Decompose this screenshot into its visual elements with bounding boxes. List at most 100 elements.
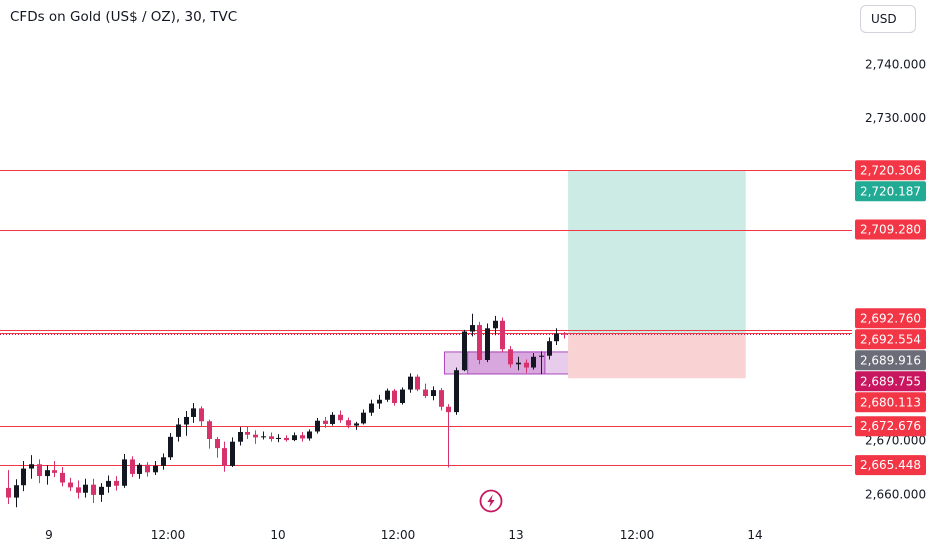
y-axis-tick: 2,740.000 [865,57,926,71]
candle [500,317,505,353]
candle-body [531,356,536,368]
price-labels: 2,720.306 2,720.187 2,709.280 2,692.760 2,69… [855,160,926,476]
price-label-text: 2,689.916 [860,353,921,367]
candle-body [508,349,513,365]
symbol-title[interactable]: CFDs on Gold (US$ / OZ), 30, TVC [10,9,238,25]
candle-body [52,470,57,473]
candle-body [106,480,111,487]
candle [284,435,289,442]
candle-body [300,435,305,439]
candle [400,387,405,405]
candle-body [245,432,250,435]
candle [168,433,173,460]
candle [485,323,490,363]
candle-body [91,484,96,495]
price-label-text: 2,689.755 [860,374,921,388]
candle [60,466,65,487]
price-label: 2,692.760 [855,308,926,329]
candle [323,416,328,428]
candle [477,321,482,365]
drawing-layer [443,170,746,379]
candle [199,406,204,427]
candle-body [554,333,559,342]
candle-body [323,420,328,424]
candle-body [500,320,505,350]
price-label: 2,692.554 [855,329,926,350]
candle-body [562,333,567,335]
candle [516,356,521,371]
candle-body [547,341,552,356]
stop-zone-rect [568,334,746,379]
candle [300,432,305,442]
candle-body [346,420,351,426]
time-axis[interactable]: 9 12:00 10 12:00 13 12:00 14 [45,528,762,542]
candle [454,367,459,415]
candle [45,465,50,485]
candle-body [431,390,436,397]
price-axis[interactable]: 2,740.000 2,730.000 2,670.000 2,660.000 [865,57,926,501]
candle [315,418,320,434]
currency-selector[interactable]: USD [860,5,916,33]
candle [14,479,19,508]
candle-body [439,390,444,407]
price-label: 2,709.280 [855,219,926,240]
candle-body [377,399,382,404]
candle-body [330,414,335,424]
price-label: 2,720.187 [855,181,926,202]
candle-body [524,362,529,368]
candle-body [114,480,119,486]
candle [184,411,189,436]
y-axis-tick: 2,670.000 [865,434,926,448]
price-label-bg [855,160,926,181]
candle-body [99,486,104,495]
candle-body [385,390,390,400]
candle-body [168,436,173,458]
candle-body [145,464,150,473]
candle-body [470,325,475,332]
candle [462,329,467,372]
candle-body [400,389,405,403]
candle-body [446,406,451,413]
candle-body [253,434,258,438]
candle-body [284,437,289,441]
price-label: 2,689.916 [855,350,926,371]
candle-body [29,464,34,469]
candle [439,387,444,411]
y-axis-tick: 2,660.000 [865,487,926,501]
price-label: 2,680.113 [855,392,926,413]
candle-body [338,414,343,421]
candle [153,461,158,476]
candle-body [454,370,459,413]
candle-body [184,416,189,425]
horizontal-levels [0,170,852,466]
candle-body [191,408,196,417]
candle [369,399,374,416]
y-axis-tick: 2,730.000 [865,111,926,125]
candle [292,432,297,442]
candles [6,313,567,508]
candle [493,315,498,336]
price-label-bg [855,350,926,371]
candle-body [369,403,374,413]
price-label-text: 2,672.676 [860,419,921,433]
candle-body [354,423,359,426]
price-label: 2,665.448 [855,455,926,476]
candle [307,429,312,441]
lightning-icon[interactable] [479,489,503,513]
price-label: 2,720.306 [855,160,926,181]
candle-body [21,468,26,486]
price-label-bg [855,308,926,329]
candle-body [6,487,11,498]
candle-body [361,412,366,424]
candle [508,346,513,368]
candle-body [37,464,42,477]
candle [245,426,250,439]
x-axis-tick: 10 [270,528,285,542]
candle-body [130,459,135,474]
candle [52,461,57,478]
candle [385,388,390,402]
candle-body [315,420,320,432]
candle-body [276,437,281,439]
candle-body [269,436,274,439]
